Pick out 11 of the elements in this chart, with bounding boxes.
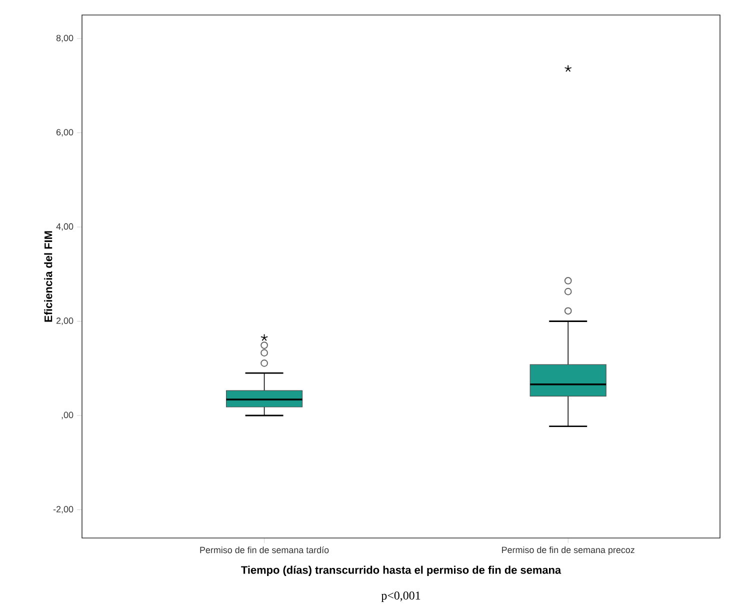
- y-tick-label: -2,00: [53, 506, 74, 514]
- text: p<0,001: [381, 592, 420, 602]
- y-tick-label: 4,00: [56, 223, 74, 231]
- y-axis-title: Eficiencia del FIM: [44, 231, 52, 322]
- x-tick-label: Permiso de fin de semana precoz: [502, 546, 634, 555]
- y-tick-label: ,00: [62, 412, 74, 420]
- x-axis-title: Tiempo (días) transcurrido hasta el permiso de fin de semana: [241, 566, 562, 576]
- y-tick-label: 8,00: [56, 34, 74, 42]
- y-tick-label: 2,00: [56, 318, 74, 325]
- y-tick-label: 6,00: [56, 129, 74, 136]
- x-tick-label: Permiso de fin de semana tardío: [200, 546, 329, 554]
